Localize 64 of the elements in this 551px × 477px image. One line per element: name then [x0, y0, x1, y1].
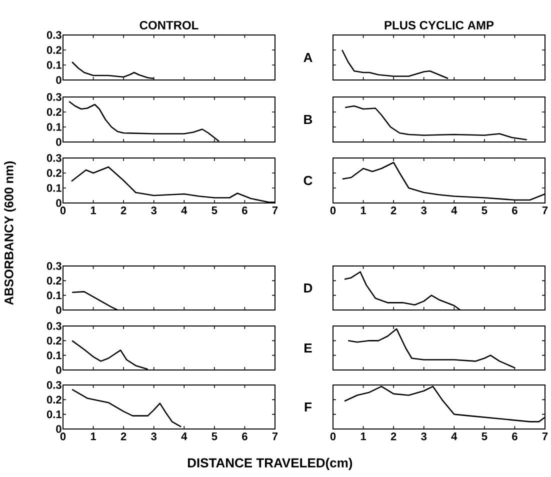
x-tick-label: 6	[242, 206, 248, 214]
y-tick-label: 0.2	[46, 276, 62, 285]
y-tick-label: 0.2	[46, 336, 62, 345]
x-tick-label: 5	[212, 206, 218, 214]
x-tick-label: 4	[181, 206, 188, 214]
x-tick-label: 3	[151, 206, 157, 214]
y-axis-title: ABSORBANCY (600 nm)	[4, 161, 16, 305]
x-tick-label: 6	[242, 432, 248, 440]
x-tick-label: 2	[390, 206, 396, 214]
y-tick-label: 0.3	[46, 322, 62, 330]
x-tick-label: 5	[482, 206, 488, 214]
x-tick-label: 7	[272, 206, 278, 214]
y-tick-label: 0.3	[46, 381, 62, 389]
x-tick-label: 7	[272, 432, 278, 440]
x-tick-label: 2	[120, 206, 126, 214]
text: F	[304, 402, 312, 412]
y-tick-label: 0.2	[46, 169, 62, 177]
x-tick-label: 1	[360, 432, 366, 440]
text: C	[304, 176, 312, 186]
chart-title: PLUS CYCLIC AMP	[384, 20, 494, 30]
y-tick-label: 0.1	[46, 61, 62, 69]
x-tick-label: 6	[512, 432, 518, 440]
text: A	[304, 53, 312, 62]
x-tick-label: 6	[512, 206, 518, 214]
y-tick-label: 0.2	[46, 396, 62, 404]
x-tick-label: 5	[482, 432, 488, 440]
y-tick-label: 0.3	[46, 262, 62, 270]
y-tick-label: 0.3	[46, 93, 62, 101]
y-tick-label: 0.1	[46, 351, 62, 360]
x-tick-label: 5	[212, 432, 218, 440]
y-tick-label: 0.2	[46, 46, 62, 54]
y-tick-label: 0.3	[46, 154, 62, 162]
x-axis-title: DISTANCE TRAVELED(cm)	[188, 458, 352, 470]
x-tick-label: 1	[90, 206, 96, 214]
y-tick-label: 0.1	[46, 123, 62, 131]
x-tick-label: 1	[360, 206, 366, 214]
y-tick-label: 0.1	[46, 410, 62, 418]
text: D	[304, 284, 312, 292]
x-tick-label: 2	[390, 432, 396, 440]
x-tick-label: 4	[451, 432, 458, 440]
x-tick-label: 3	[421, 432, 427, 440]
x-tick-label: 4	[451, 206, 458, 214]
y-tick-label: 0	[56, 76, 62, 84]
text: E	[304, 344, 312, 352]
x-tick-label: 3	[421, 206, 427, 214]
y-tick-label: 0	[56, 306, 62, 314]
y-tick-label: 0	[56, 199, 62, 207]
x-tick-label: 0	[330, 206, 336, 214]
y-tick-label: 0	[56, 138, 62, 146]
x-tick-label: 0	[330, 432, 336, 440]
y-tick-label: 0.3	[46, 31, 62, 39]
x-tick-label: 7	[542, 206, 548, 214]
y-tick-label: 0	[56, 425, 62, 433]
x-tick-label: 4	[181, 432, 188, 440]
y-tick-label: 0.2	[46, 108, 62, 116]
x-tick-label: 1	[90, 432, 96, 440]
x-tick-label: 2	[120, 432, 126, 440]
chart-title: CONTROL	[140, 20, 198, 30]
y-tick-label: 0	[56, 366, 62, 374]
y-tick-label: 0.1	[46, 184, 62, 192]
x-tick-label: 3	[151, 432, 157, 440]
y-tick-label: 0.1	[46, 291, 62, 300]
text: B	[304, 115, 312, 124]
x-tick-label: 7	[542, 432, 548, 440]
